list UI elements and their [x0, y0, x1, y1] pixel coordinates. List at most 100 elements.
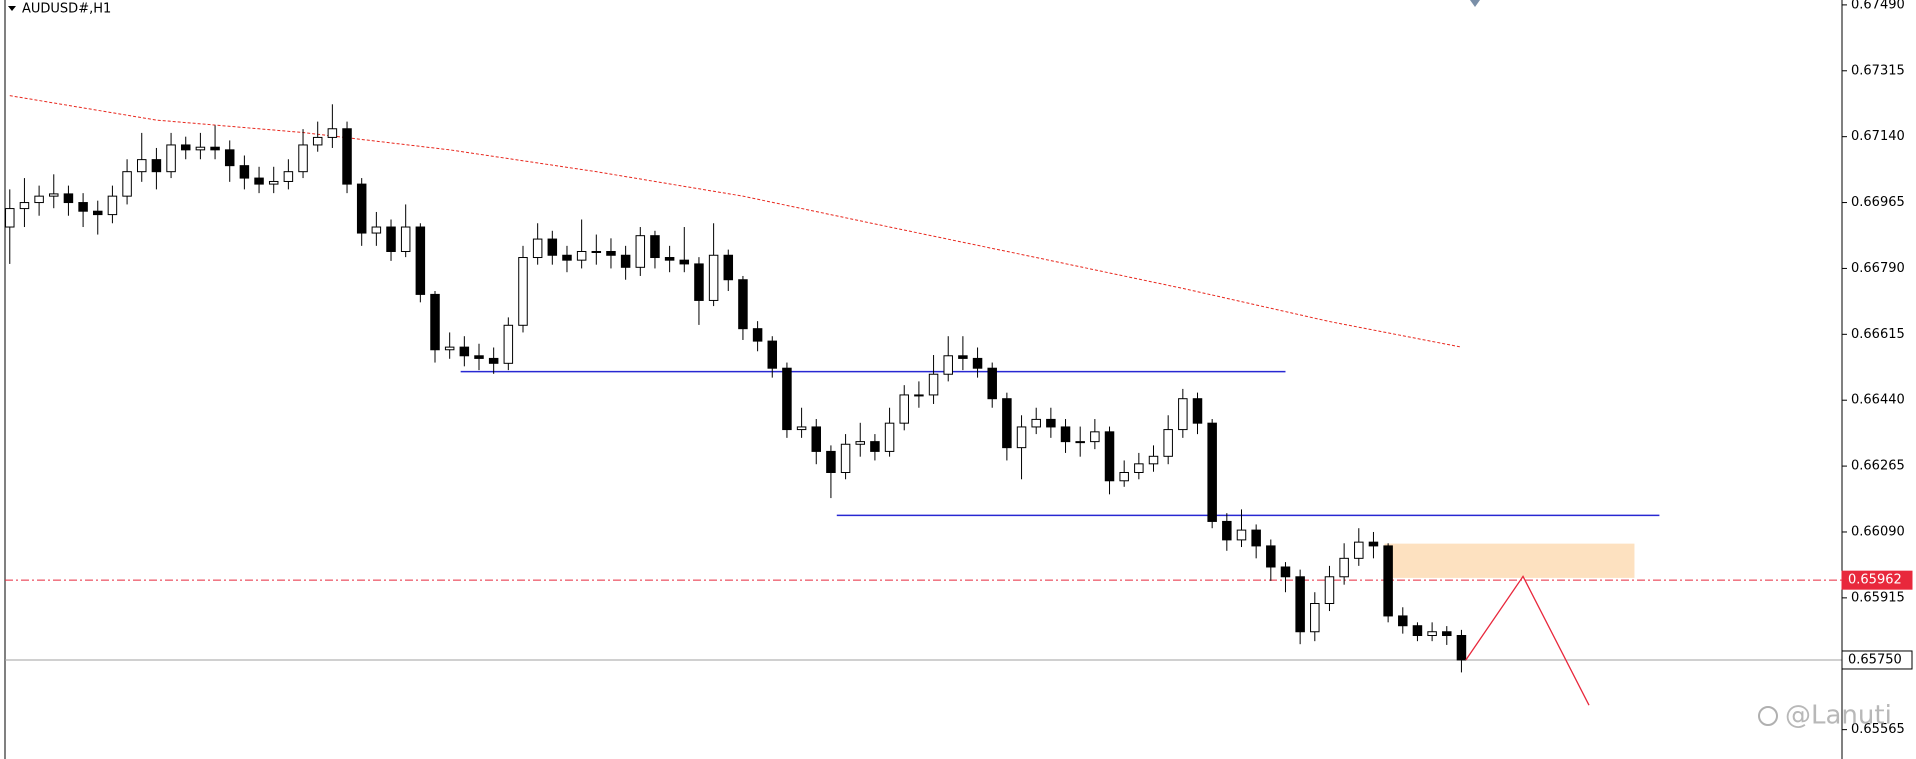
candle-body — [1427, 631, 1437, 637]
candle-body — [371, 226, 382, 234]
candle-body — [1163, 429, 1173, 457]
y-tick-label: 0.65565 — [1851, 722, 1905, 737]
y-tick-label: 0.67490 — [1851, 0, 1905, 12]
candle-body — [1222, 520, 1232, 541]
candle-body — [444, 346, 455, 351]
candle-body — [5, 208, 15, 228]
candle-body — [840, 443, 851, 473]
candle-body — [254, 177, 264, 185]
candle-body — [1368, 541, 1379, 547]
candle-body — [386, 226, 396, 252]
price-tag-label: 0.65962 — [1848, 573, 1902, 588]
candle-body — [312, 136, 323, 146]
y-tick-label: 0.67140 — [1851, 129, 1905, 144]
candle-body — [180, 144, 191, 151]
candle-body — [914, 394, 924, 397]
candle-body — [107, 195, 118, 216]
candle-body — [488, 357, 499, 364]
candle-body — [576, 250, 587, 261]
candle-body — [708, 254, 719, 301]
candle-body — [972, 357, 983, 369]
candle-body — [78, 202, 88, 212]
zone — [1384, 543, 1635, 578]
candle-body — [1090, 431, 1100, 443]
y-tick-label: 0.65915 — [1851, 590, 1905, 605]
candle-body — [1060, 426, 1071, 443]
candle-body — [1031, 418, 1041, 428]
candle-body — [1002, 398, 1012, 449]
candle-body — [1295, 576, 1305, 633]
candle-body — [93, 210, 103, 216]
candle-body — [1207, 422, 1217, 522]
candle-body — [811, 426, 822, 452]
y-tick-label: 0.67315 — [1851, 63, 1905, 78]
candle-body — [1119, 471, 1129, 482]
candle-body — [283, 171, 294, 182]
candle-body — [1280, 566, 1291, 578]
candle-body — [195, 146, 206, 151]
candle-body — [870, 441, 880, 452]
candle-body — [49, 193, 59, 197]
candle-body — [415, 226, 426, 295]
candle-body — [503, 324, 514, 364]
y-tick-label: 0.66790 — [1851, 261, 1905, 276]
watermark-icon — [1758, 706, 1778, 726]
candle-body — [1104, 431, 1115, 482]
moving-average — [9, 95, 1462, 348]
candle-body — [855, 441, 865, 445]
candle-body — [606, 250, 616, 256]
candle-body — [19, 202, 30, 210]
candle-body — [723, 254, 734, 281]
candle-body — [796, 426, 807, 431]
candle-body — [884, 422, 895, 452]
candle-body — [224, 149, 235, 167]
candle-body — [298, 144, 308, 173]
candle-body — [635, 235, 646, 268]
candle-body — [1324, 576, 1335, 605]
marker — [1470, 0, 1480, 7]
candle-body — [650, 235, 660, 259]
candle-body — [943, 355, 953, 375]
candle-body — [958, 355, 968, 359]
price-tag — [1841, 570, 1913, 590]
candle-body — [166, 144, 176, 173]
candle-body — [1178, 398, 1188, 431]
candle-body — [1398, 615, 1408, 627]
candle-body — [63, 193, 74, 204]
candle-body — [591, 250, 602, 253]
candle-body — [474, 355, 484, 359]
candle-body — [136, 159, 147, 173]
candle-body — [928, 373, 939, 396]
candle-body — [532, 238, 543, 259]
candle-body — [1148, 455, 1159, 465]
price-tag-label: 0.65750 — [1848, 652, 1902, 667]
candle-body — [342, 128, 352, 185]
title-arrow — [8, 6, 16, 11]
candle-body — [679, 259, 690, 265]
y-tick-label: 0.66090 — [1851, 524, 1905, 539]
candle-body — [1412, 625, 1423, 637]
projection — [1465, 575, 1590, 706]
candle-body — [430, 293, 440, 351]
candle-body — [1383, 545, 1393, 617]
candle-body — [1075, 441, 1085, 444]
y-tick-label: 0.66615 — [1851, 327, 1905, 342]
candle-body — [562, 254, 572, 261]
candle-body — [1134, 463, 1144, 473]
candle-body — [1251, 529, 1261, 547]
y-tick-label: 0.66965 — [1851, 195, 1905, 210]
chart-title: AUDUSD#,H1 — [22, 2, 111, 17]
candle-body — [738, 279, 748, 330]
candle-body — [1192, 398, 1203, 424]
candle-body — [210, 146, 220, 151]
candle-body — [356, 183, 367, 234]
candle-body — [1266, 545, 1276, 568]
candle-body — [1046, 418, 1056, 428]
candle-body — [1339, 557, 1349, 578]
candle-body — [987, 367, 997, 400]
candle-body — [826, 450, 836, 473]
candle-body — [34, 195, 44, 204]
candle-body — [664, 257, 675, 261]
